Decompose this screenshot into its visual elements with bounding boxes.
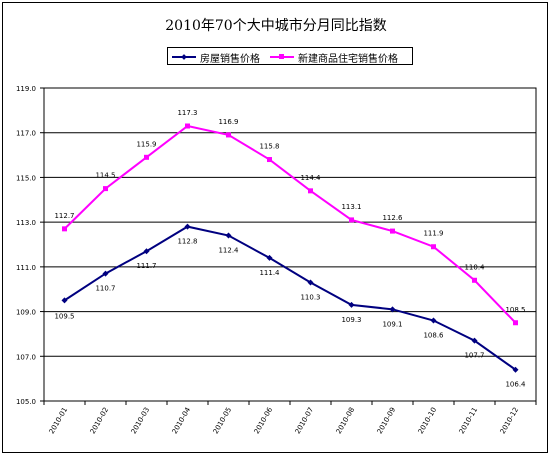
data-point bbox=[62, 226, 67, 232]
data-label: 111.7 bbox=[136, 262, 156, 270]
chart-frame bbox=[2, 2, 548, 453]
data-point bbox=[513, 320, 518, 326]
data-label: 117.3 bbox=[177, 109, 197, 117]
legend-label-series-2: 新建商品住宅销售价格 bbox=[298, 53, 398, 65]
data-label: 110.7 bbox=[95, 285, 115, 293]
data-point bbox=[61, 297, 68, 304]
legend-swatch-series-2 bbox=[270, 54, 294, 59]
data-label: 115.8 bbox=[259, 143, 279, 151]
legend-label-series-1: 房屋销售价格 bbox=[200, 53, 260, 65]
data-point bbox=[267, 157, 272, 163]
data-label: 110.4 bbox=[464, 263, 485, 271]
data-point bbox=[430, 317, 437, 324]
data-point bbox=[226, 132, 231, 138]
data-label: 109.5 bbox=[54, 312, 74, 320]
x-tick-label: 2010-03 bbox=[130, 406, 152, 435]
x-tick-label: 2010-12 bbox=[499, 406, 521, 435]
data-point bbox=[390, 228, 395, 234]
data-label: 112.8 bbox=[177, 238, 197, 246]
y-tick-label: 117.0 bbox=[16, 130, 36, 138]
data-point bbox=[512, 366, 519, 373]
data-label: 112.6 bbox=[382, 214, 403, 222]
data-point bbox=[185, 123, 190, 129]
data-label: 111.9 bbox=[423, 230, 443, 238]
y-tick-label: 109.0 bbox=[16, 309, 36, 317]
data-label: 111.4 bbox=[259, 269, 280, 277]
legend-item-series-2: 新建商品住宅销售价格 bbox=[270, 50, 398, 65]
data-point bbox=[143, 248, 150, 255]
legend-swatch-series-1 bbox=[172, 54, 196, 60]
data-label: 109.1 bbox=[382, 320, 402, 328]
x-tick-label: 2010-09 bbox=[376, 406, 398, 435]
data-label: 114.4 bbox=[300, 174, 321, 182]
data-label: 107.7 bbox=[464, 352, 484, 360]
data-label: 114.5 bbox=[95, 172, 115, 180]
data-point bbox=[389, 306, 396, 313]
data-point bbox=[102, 270, 109, 277]
data-label: 113.1 bbox=[341, 203, 361, 211]
x-tick-label: 2010-06 bbox=[253, 406, 275, 436]
data-label: 112.4 bbox=[218, 247, 239, 255]
data-point bbox=[103, 186, 108, 192]
data-label: 110.3 bbox=[300, 294, 320, 302]
y-tick-label: 115.0 bbox=[16, 174, 36, 182]
data-label: 109.3 bbox=[341, 316, 361, 324]
chart-legend: 房屋销售价格 新建商品住宅销售价格 bbox=[167, 47, 413, 65]
data-label: 116.9 bbox=[218, 118, 238, 126]
data-point bbox=[471, 337, 478, 344]
y-tick-label: 113.0 bbox=[16, 219, 36, 227]
data-point bbox=[225, 232, 232, 239]
data-point bbox=[349, 217, 354, 223]
square-marker-icon bbox=[279, 54, 284, 59]
x-tick-label: 2010-07 bbox=[294, 406, 316, 435]
x-tick-label: 2010-02 bbox=[89, 406, 111, 435]
x-tick-label: 2010-11 bbox=[458, 406, 480, 435]
data-point bbox=[266, 254, 273, 261]
data-label: 106.4 bbox=[505, 381, 526, 389]
data-point bbox=[431, 244, 436, 250]
data-point bbox=[144, 154, 149, 160]
y-tick-label: 107.0 bbox=[16, 353, 36, 361]
data-label: 115.9 bbox=[136, 140, 156, 148]
y-tick-label: 111.0 bbox=[16, 264, 36, 272]
series-line-1 bbox=[63, 225, 517, 371]
data-point bbox=[308, 188, 313, 194]
x-tick-label: 2010-04 bbox=[171, 406, 193, 436]
legend-item-series-1: 房屋销售价格 bbox=[172, 50, 260, 65]
data-point bbox=[307, 279, 314, 286]
x-tick-label: 2010-01 bbox=[48, 406, 70, 435]
y-tick-label: 119.0 bbox=[16, 85, 36, 93]
data-label: 112.7 bbox=[54, 212, 74, 220]
data-label: 108.6 bbox=[423, 332, 444, 340]
x-tick-label: 2010-05 bbox=[212, 406, 234, 435]
x-tick-label: 2010-10 bbox=[417, 406, 439, 435]
data-point bbox=[184, 223, 191, 230]
series-line-2 bbox=[63, 124, 517, 324]
y-tick-label: 105.0 bbox=[16, 398, 36, 406]
data-label: 108.5 bbox=[505, 306, 525, 314]
chart-title: 2010年70个大中城市分月同比指数 bbox=[165, 18, 387, 34]
data-point bbox=[348, 301, 355, 308]
data-point bbox=[472, 277, 477, 283]
plot-area bbox=[43, 87, 537, 402]
x-tick-label: 2010-08 bbox=[335, 406, 357, 435]
